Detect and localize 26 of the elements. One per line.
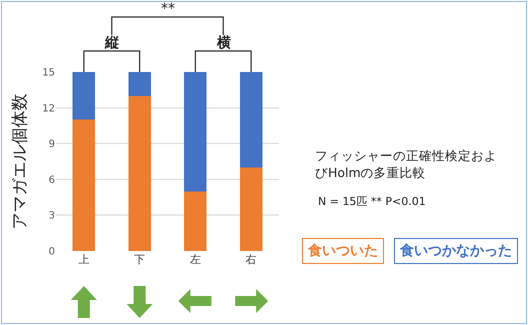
x-tick-label: 下 [134, 253, 146, 266]
bar [184, 72, 207, 192]
y-tick-label: 9 [48, 139, 55, 150]
bar [240, 72, 262, 168]
text: 横 [216, 35, 231, 51]
text: 食いついた [302, 238, 384, 264]
text: フィッシャーの正確性検定およびHolmの多重比較 [315, 148, 498, 182]
bar [128, 96, 151, 251]
y-tick-label: 3 [48, 210, 55, 222]
bar [240, 167, 262, 251]
bar [128, 72, 151, 96]
bar [72, 72, 96, 120]
y-tick-label: 0 [48, 246, 55, 258]
y-tick-label: 6 [48, 174, 55, 186]
text: N = 15匹 ** P<0.01 [318, 194, 426, 209]
bar [184, 191, 207, 251]
text: 縦 [104, 35, 119, 51]
y-tick-label: 15 [42, 68, 55, 78]
bar [72, 120, 96, 251]
x-tick-label: 右 [246, 253, 257, 266]
y-axis-title: アマガエル個体数 [10, 94, 30, 230]
y-tick-label: 12 [42, 103, 55, 114]
text: 食いつかなかった [394, 238, 518, 264]
x-tick-label: 左 [190, 253, 201, 266]
text: ** [161, 1, 175, 17]
x-tick-label: 上 [78, 253, 90, 266]
